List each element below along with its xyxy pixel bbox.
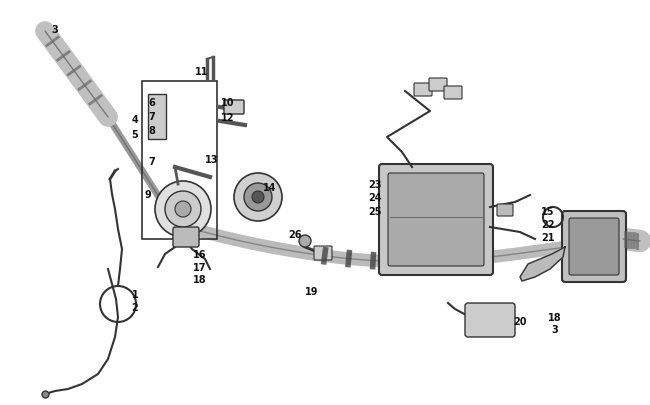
Text: 15: 15 xyxy=(541,207,554,216)
Text: 13: 13 xyxy=(205,155,219,164)
FancyBboxPatch shape xyxy=(379,164,493,275)
FancyBboxPatch shape xyxy=(569,218,619,275)
FancyBboxPatch shape xyxy=(314,246,332,260)
FancyBboxPatch shape xyxy=(388,174,484,266)
Text: 22: 22 xyxy=(541,220,554,230)
Polygon shape xyxy=(520,247,565,281)
FancyBboxPatch shape xyxy=(173,228,199,247)
FancyBboxPatch shape xyxy=(224,101,244,115)
Text: 20: 20 xyxy=(514,316,526,326)
Text: 14: 14 xyxy=(263,183,277,192)
Text: 17: 17 xyxy=(193,262,207,272)
Text: 4: 4 xyxy=(131,115,138,125)
Text: 26: 26 xyxy=(288,230,302,239)
Text: 25: 25 xyxy=(369,207,382,216)
Circle shape xyxy=(165,192,201,228)
Circle shape xyxy=(155,181,211,237)
Text: 16: 16 xyxy=(193,249,207,259)
Text: 3: 3 xyxy=(51,25,58,35)
Circle shape xyxy=(299,235,311,247)
FancyBboxPatch shape xyxy=(429,79,447,92)
Text: 11: 11 xyxy=(195,67,209,77)
Text: 3: 3 xyxy=(552,324,558,334)
Text: 24: 24 xyxy=(369,192,382,202)
Text: 6: 6 xyxy=(149,98,155,108)
FancyBboxPatch shape xyxy=(497,205,513,216)
Text: 7: 7 xyxy=(149,112,155,122)
Text: 9: 9 xyxy=(144,190,151,200)
Circle shape xyxy=(234,174,282,222)
Text: 12: 12 xyxy=(221,113,235,123)
Text: 19: 19 xyxy=(306,286,318,296)
Bar xyxy=(148,95,166,140)
Text: 18: 18 xyxy=(548,312,562,322)
Text: 2: 2 xyxy=(131,302,138,312)
Text: 7: 7 xyxy=(149,157,155,166)
Circle shape xyxy=(175,202,191,217)
Text: 8: 8 xyxy=(149,126,155,136)
FancyBboxPatch shape xyxy=(465,303,515,337)
Text: 21: 21 xyxy=(541,232,554,243)
Text: 1: 1 xyxy=(131,289,138,299)
Text: 5: 5 xyxy=(131,130,138,140)
Text: 23: 23 xyxy=(369,179,382,190)
Text: 18: 18 xyxy=(193,274,207,284)
Text: 10: 10 xyxy=(221,98,235,108)
FancyBboxPatch shape xyxy=(414,84,432,97)
Circle shape xyxy=(244,183,272,211)
FancyBboxPatch shape xyxy=(444,87,462,100)
Bar xyxy=(142,82,217,239)
Circle shape xyxy=(252,192,264,203)
FancyBboxPatch shape xyxy=(562,211,626,282)
